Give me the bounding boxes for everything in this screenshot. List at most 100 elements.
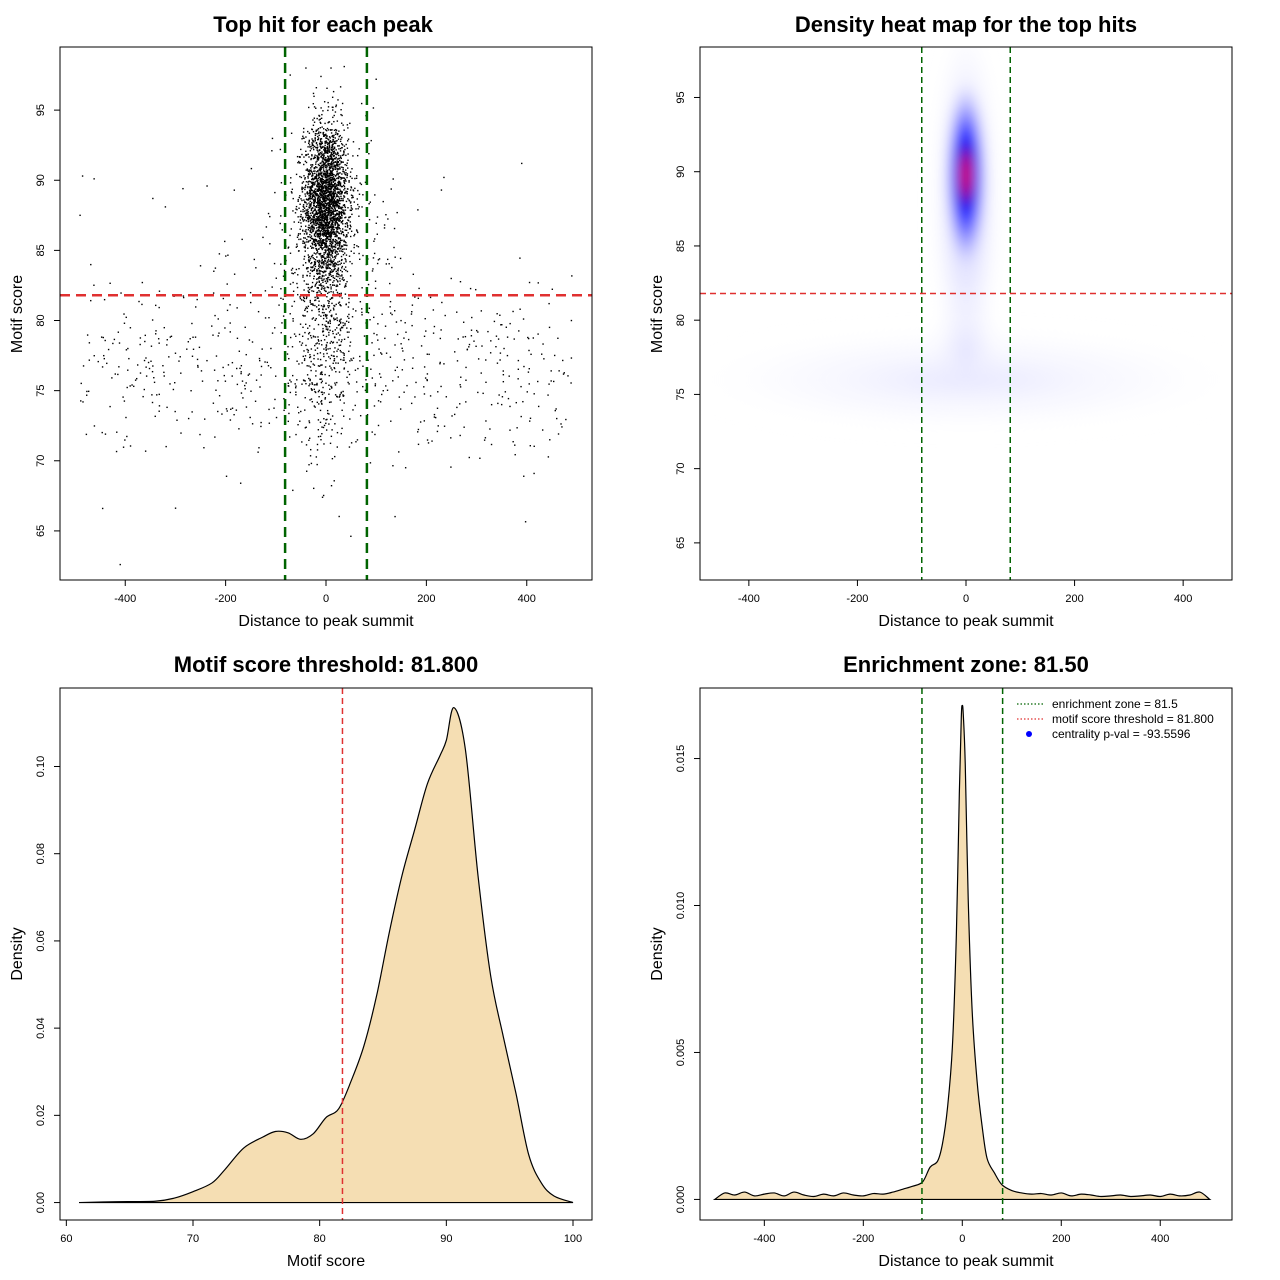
scatter-point <box>339 182 342 184</box>
scatter-point <box>336 201 338 204</box>
scatter-point <box>324 202 327 204</box>
scatter-point <box>325 264 328 266</box>
scatter-point <box>562 373 565 375</box>
scatter-point <box>323 195 325 197</box>
scatter-point <box>325 200 327 202</box>
heatmap-y-label: Motif score <box>649 275 666 353</box>
scatter-point <box>304 160 307 163</box>
scatter-point <box>320 378 323 380</box>
scatter-point <box>301 182 304 184</box>
scatter-point <box>327 152 329 154</box>
scatter-point <box>332 230 334 232</box>
scatter-point <box>336 355 338 358</box>
scatter-point <box>327 261 329 263</box>
scatter-point <box>330 175 332 177</box>
scatter-point <box>306 218 309 220</box>
scatter-point <box>329 442 332 445</box>
scatter-point <box>314 299 317 301</box>
scatter-point <box>411 324 413 327</box>
scatter-point <box>327 222 330 225</box>
scatter-point <box>335 219 337 222</box>
scatter-point <box>275 416 278 419</box>
scatter-point <box>333 161 335 164</box>
scatter-point <box>325 209 328 211</box>
scatter-point <box>299 219 301 221</box>
scatter-point <box>338 250 341 252</box>
scatter-point <box>333 268 336 271</box>
scatter-point <box>390 420 392 422</box>
scatter-point <box>225 255 227 257</box>
scatter-point <box>339 344 342 346</box>
scatter-point <box>332 250 334 252</box>
scatter-point <box>311 165 313 168</box>
scatter-point <box>335 149 337 151</box>
scatter-point <box>341 270 343 273</box>
scatter-point <box>324 219 326 221</box>
scatter-point <box>533 445 535 448</box>
scatter-point <box>335 262 337 265</box>
scatter-point <box>302 218 304 221</box>
scatter-point <box>344 322 346 325</box>
scatter-point <box>327 252 329 255</box>
scatter-point <box>309 212 312 214</box>
scatter-point <box>348 179 350 182</box>
scatter-point <box>305 220 308 222</box>
scatter-point <box>292 320 294 322</box>
scatter-point <box>309 195 311 197</box>
scatter-point <box>316 175 318 177</box>
scatter-point <box>267 365 270 367</box>
scatter-point <box>338 172 340 175</box>
scatter-point <box>336 327 338 329</box>
scatter-point <box>475 288 477 291</box>
scatter-point <box>348 181 350 183</box>
scatter-point <box>319 275 321 278</box>
scatter-point <box>323 172 325 175</box>
scatter-point <box>316 156 319 159</box>
scatter-point <box>300 198 302 200</box>
scatter-point <box>270 347 272 350</box>
scatter-point <box>329 177 332 179</box>
scatter-point <box>288 412 290 415</box>
scatter-point <box>288 404 290 406</box>
scatter-point <box>328 227 330 229</box>
scatter-point <box>306 168 308 170</box>
scatter-point <box>388 263 390 265</box>
scatter-point <box>307 130 309 133</box>
scatter-point <box>320 240 322 242</box>
scatter-point <box>323 270 326 272</box>
scatter-point <box>335 131 337 133</box>
scatter-point <box>305 154 308 156</box>
scatter-point <box>371 342 373 344</box>
scatter-point <box>346 331 349 333</box>
scatter-point <box>328 238 331 241</box>
scatter-point <box>336 431 339 434</box>
scatter-point <box>323 212 325 215</box>
scatter-point <box>350 209 353 212</box>
scatter-point <box>158 306 160 309</box>
scatter-point <box>326 87 328 89</box>
scatter-point <box>374 384 377 387</box>
scatter-point <box>316 213 319 216</box>
scatter-point <box>338 196 340 198</box>
scatter-point <box>313 106 316 108</box>
scatter-point <box>344 216 346 219</box>
scatter-point <box>339 304 341 306</box>
scatter-point <box>323 392 325 394</box>
scatter-point <box>274 375 277 377</box>
scatter-point <box>432 332 435 334</box>
scatter-point <box>265 226 268 228</box>
scatter-point <box>473 340 475 342</box>
scatter-point <box>298 196 300 199</box>
scatter-point <box>88 342 91 344</box>
scatter-point <box>380 376 382 379</box>
scatter-point <box>313 182 315 184</box>
scatter-point <box>328 177 330 180</box>
scatter-point <box>433 325 436 328</box>
scatter-point <box>320 185 322 187</box>
scatter-point <box>307 210 310 213</box>
scatter-point <box>261 348 263 350</box>
scatter-point <box>313 241 316 244</box>
scatter-point <box>282 275 285 277</box>
scatter-point <box>264 290 267 292</box>
